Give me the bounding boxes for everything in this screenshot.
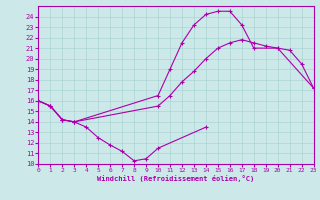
X-axis label: Windchill (Refroidissement éolien,°C): Windchill (Refroidissement éolien,°C) [97, 175, 255, 182]
